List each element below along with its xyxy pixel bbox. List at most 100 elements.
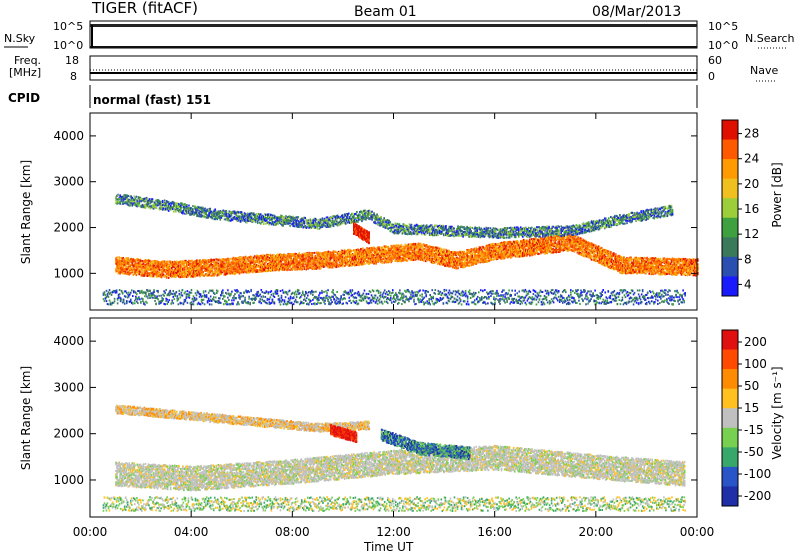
heatmap-cell xyxy=(116,259,118,262)
heatmap-cell xyxy=(247,266,250,269)
heatmap-cell xyxy=(268,254,270,257)
heatmap-cell xyxy=(325,257,328,260)
heatmap-cell xyxy=(341,252,344,255)
heatmap-cell xyxy=(347,260,350,263)
heatmap-cell xyxy=(142,261,145,264)
noise-right-tick-low: 10^0 xyxy=(708,39,738,52)
heatmap-cell xyxy=(153,271,156,274)
heatmap-cell xyxy=(344,263,347,266)
heatmap-cell xyxy=(348,256,351,259)
heatmap-cell xyxy=(240,271,243,274)
heatmap-cell xyxy=(183,269,185,272)
heatmap-cell xyxy=(154,260,157,263)
heatmap-cell xyxy=(356,253,358,256)
beam-title: Beam 01 xyxy=(354,4,417,20)
heatmap-cell xyxy=(158,262,161,265)
heatmap-cell xyxy=(221,260,224,263)
heatmap-cell xyxy=(299,257,302,260)
heatmap-cell xyxy=(324,261,327,264)
heatmap-cell xyxy=(286,258,288,261)
heatmap-cell xyxy=(182,269,184,272)
freq-right-tick-high: 60 xyxy=(708,54,722,67)
heatmap-cell xyxy=(115,267,117,270)
heatmap-cell xyxy=(256,269,259,272)
heatmap-cell xyxy=(144,270,147,273)
heatmap-cell xyxy=(261,259,264,262)
heatmap-cell xyxy=(246,266,249,269)
heatmap-cell xyxy=(221,265,224,268)
heatmap-cell xyxy=(165,263,168,266)
heatmap-cell xyxy=(234,260,237,263)
heatmap-cell xyxy=(184,275,186,278)
heatmap-cell xyxy=(264,266,266,269)
heatmap-cell xyxy=(214,270,217,273)
heatmap-cell xyxy=(279,262,281,265)
heatmap-cell xyxy=(163,264,166,267)
heatmap-cell xyxy=(180,270,182,273)
heatmap-cell xyxy=(182,271,184,274)
heatmap-cell xyxy=(301,255,304,258)
heatmap-cell xyxy=(129,264,132,267)
heatmap-cell xyxy=(179,262,181,265)
heatmap-cell xyxy=(282,255,284,258)
heatmap-cell xyxy=(351,249,353,252)
heatmap-cell xyxy=(228,271,231,274)
heatmap-cell xyxy=(160,272,163,275)
heatmap-cell xyxy=(342,262,345,265)
heatmap-cell xyxy=(165,264,168,267)
heatmap-cell xyxy=(295,253,297,256)
heatmap-cell xyxy=(230,267,233,270)
heatmap-cell xyxy=(124,272,126,275)
heatmap-cell xyxy=(186,266,188,269)
heatmap-cell xyxy=(338,259,341,262)
heatmap-cell xyxy=(135,274,138,277)
heatmap-cell xyxy=(260,264,263,267)
heatmap-cell xyxy=(167,273,170,276)
heatmap-cell xyxy=(224,263,227,266)
heatmap-cell xyxy=(180,261,182,264)
heatmap-cell xyxy=(243,267,246,270)
heatmap-cell xyxy=(137,262,140,265)
heatmap-cell xyxy=(215,258,218,261)
heatmap-cell xyxy=(210,258,212,261)
heatmap-cell xyxy=(320,263,323,266)
heatmap-cell xyxy=(242,259,245,262)
heatmap-cell xyxy=(324,264,327,267)
heatmap-cell xyxy=(220,260,223,263)
heatmap-cell xyxy=(152,268,155,271)
heatmap-cell xyxy=(254,267,257,270)
heatmap-cell xyxy=(241,270,244,273)
heatmap-cell xyxy=(281,258,283,261)
heatmap-cell xyxy=(305,268,308,271)
heatmap-cell xyxy=(177,261,179,264)
heatmap-cell xyxy=(334,254,337,257)
heatmap-cell xyxy=(320,259,323,262)
heatmap-cell xyxy=(303,252,306,255)
cpid-panel: CPID normal (fast) 151 xyxy=(8,85,698,108)
heatmap-cell xyxy=(223,262,226,265)
heatmap-cell xyxy=(225,261,228,264)
heatmap-cell xyxy=(184,261,186,264)
heatmap-cell xyxy=(247,269,250,272)
heatmap-cell xyxy=(275,260,277,263)
heatmap-cell xyxy=(187,263,189,266)
heatmap-cell xyxy=(200,263,202,266)
heatmap-cell xyxy=(306,265,309,268)
heatmap-cell xyxy=(233,257,236,260)
heatmap-cell xyxy=(351,261,353,264)
heatmap-cell xyxy=(267,267,269,270)
heatmap-cell xyxy=(344,250,347,253)
heatmap-cell xyxy=(210,274,212,277)
heatmap-cell xyxy=(289,268,291,271)
heatmap-cell xyxy=(234,267,237,270)
heatmap-cell xyxy=(197,264,199,267)
heatmap-cell xyxy=(161,265,164,268)
heatmap-cell xyxy=(309,260,312,263)
heatmap-cell xyxy=(150,272,153,275)
heatmap-cell xyxy=(315,251,318,254)
heatmap-cell xyxy=(316,257,319,260)
heatmap-cell xyxy=(329,265,332,268)
heatmap-cell xyxy=(240,265,243,268)
heatmap-cell xyxy=(127,258,130,261)
heatmap-cell xyxy=(144,268,147,271)
